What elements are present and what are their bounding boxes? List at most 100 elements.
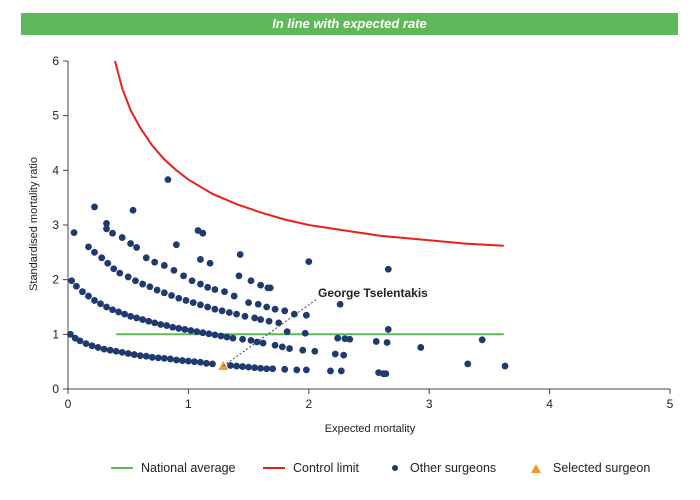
other-surgeon-point — [133, 244, 141, 251]
other-surgeon-point — [223, 333, 231, 341]
other-surgeon-point — [175, 324, 183, 332]
legend-label: Control limit — [293, 461, 359, 475]
y-tick-label: 6 — [52, 54, 59, 68]
other-surgeon-point — [170, 266, 178, 274]
other-surgeon-point — [130, 351, 138, 358]
y-tick-label: 2 — [52, 273, 59, 287]
other-surgeon-point — [79, 288, 86, 296]
other-surgeon-point — [133, 314, 141, 322]
annotation-label: George Tselentakis — [318, 286, 428, 300]
other-surgeon-point — [203, 359, 210, 367]
other-surgeon-point — [175, 294, 183, 302]
other-surgeon-point — [245, 299, 253, 307]
other-surgeon-point — [383, 339, 391, 346]
other-surgeon-point — [67, 330, 74, 338]
legend-label: Selected surgeon — [553, 461, 651, 475]
other-surgeon-point — [163, 322, 171, 329]
other-surgeon-point — [112, 347, 120, 355]
other-surgeon-point — [70, 229, 78, 237]
other-surgeon-point — [103, 219, 110, 227]
other-surgeon-point — [88, 342, 96, 350]
other-surgeon-point — [281, 307, 289, 315]
other-surgeon-point — [136, 352, 144, 360]
other-surgeon-point — [94, 344, 102, 351]
other-surgeon-point — [197, 280, 204, 288]
other-surgeon-point — [257, 364, 265, 372]
other-surgeon-point — [230, 292, 238, 300]
other-surgeon-point — [148, 353, 156, 361]
other-surgeon-point — [384, 265, 392, 273]
other-surgeon-point — [124, 273, 132, 281]
other-surgeon-point — [417, 344, 425, 351]
other-surgeon-point — [251, 314, 259, 322]
other-surgeon-point — [263, 365, 271, 373]
other-surgeon-point — [265, 317, 273, 325]
legend-line-swatch — [111, 467, 133, 469]
other-surgeon-point — [164, 176, 172, 184]
other-surgeon-point — [269, 365, 277, 373]
other-surgeon-point — [168, 292, 175, 299]
other-surgeon-point — [151, 258, 159, 266]
other-surgeon-point — [104, 259, 112, 267]
other-surgeon-point — [336, 300, 344, 308]
other-surgeon-point — [116, 269, 124, 277]
x-tick-label: 5 — [667, 397, 674, 411]
other-surgeon-point — [73, 282, 80, 290]
other-surgeon-point — [257, 281, 265, 289]
other-surgeon-point — [103, 303, 110, 311]
other-surgeon-point — [180, 272, 187, 280]
other-surgeon-point — [169, 323, 177, 331]
other-surgeon-point — [221, 288, 228, 296]
other-surgeon-point — [211, 286, 219, 293]
other-surgeon-point — [372, 338, 380, 345]
other-surgeon-point — [290, 310, 298, 318]
other-surgeon-point — [205, 330, 213, 338]
other-surgeon-point — [172, 356, 180, 364]
other-surgeon-point — [337, 367, 345, 375]
other-surgeon-point — [211, 331, 219, 339]
legend-item-control-limit: Control limit — [263, 455, 359, 481]
other-surgeon-point — [154, 354, 162, 362]
other-surgeon-point — [121, 310, 128, 318]
other-surgeon-point — [286, 345, 293, 352]
other-surgeon-point — [209, 360, 216, 368]
other-surgeon-point — [182, 297, 190, 304]
other-surgeon-point — [199, 229, 207, 237]
other-surgeon-point — [382, 370, 390, 378]
other-surgeon-point — [139, 316, 147, 323]
other-surgeon-point — [199, 329, 207, 337]
other-surgeon-point — [278, 343, 286, 351]
other-surgeon-point — [91, 297, 98, 304]
other-surgeon-point — [85, 243, 92, 251]
other-surgeon-point — [146, 283, 154, 291]
other-surgeon-point — [271, 341, 279, 349]
other-surgeon-point — [247, 277, 255, 285]
other-surgeon-point — [160, 289, 168, 297]
other-surgeon-point — [91, 203, 98, 211]
other-surgeon-point — [110, 265, 118, 273]
other-surgeon-point — [346, 335, 354, 343]
other-surgeon-point — [191, 358, 198, 366]
other-surgeon-point — [109, 229, 116, 237]
other-surgeon-point — [218, 307, 226, 315]
other-surgeon-point — [464, 360, 472, 368]
other-surgeon-point — [217, 332, 225, 340]
legend-dot-swatch — [392, 465, 398, 471]
other-surgeon-point — [124, 350, 132, 357]
other-surgeon-point — [301, 329, 309, 337]
other-surgeon-point — [211, 305, 219, 313]
other-surgeon-point — [181, 326, 189, 333]
other-surgeon-point — [259, 339, 267, 347]
other-surgeon-point — [302, 366, 310, 374]
other-surgeon-point — [239, 363, 246, 370]
other-surgeon-point — [299, 346, 307, 354]
other-surgeon-point — [103, 225, 110, 233]
other-surgeon-point — [115, 308, 122, 316]
other-surgeon-point — [160, 354, 168, 362]
other-surgeon-point — [97, 300, 104, 308]
other-surgeon-point — [76, 337, 84, 345]
other-surgeon-point — [331, 350, 339, 358]
other-surgeon-point — [127, 312, 135, 320]
other-surgeon-point — [340, 351, 348, 359]
funnel-plot: 0 1 2 3 4 5 0 1 2 3 4 5 6 George Tselentakis Expecte… — [28, 54, 674, 435]
